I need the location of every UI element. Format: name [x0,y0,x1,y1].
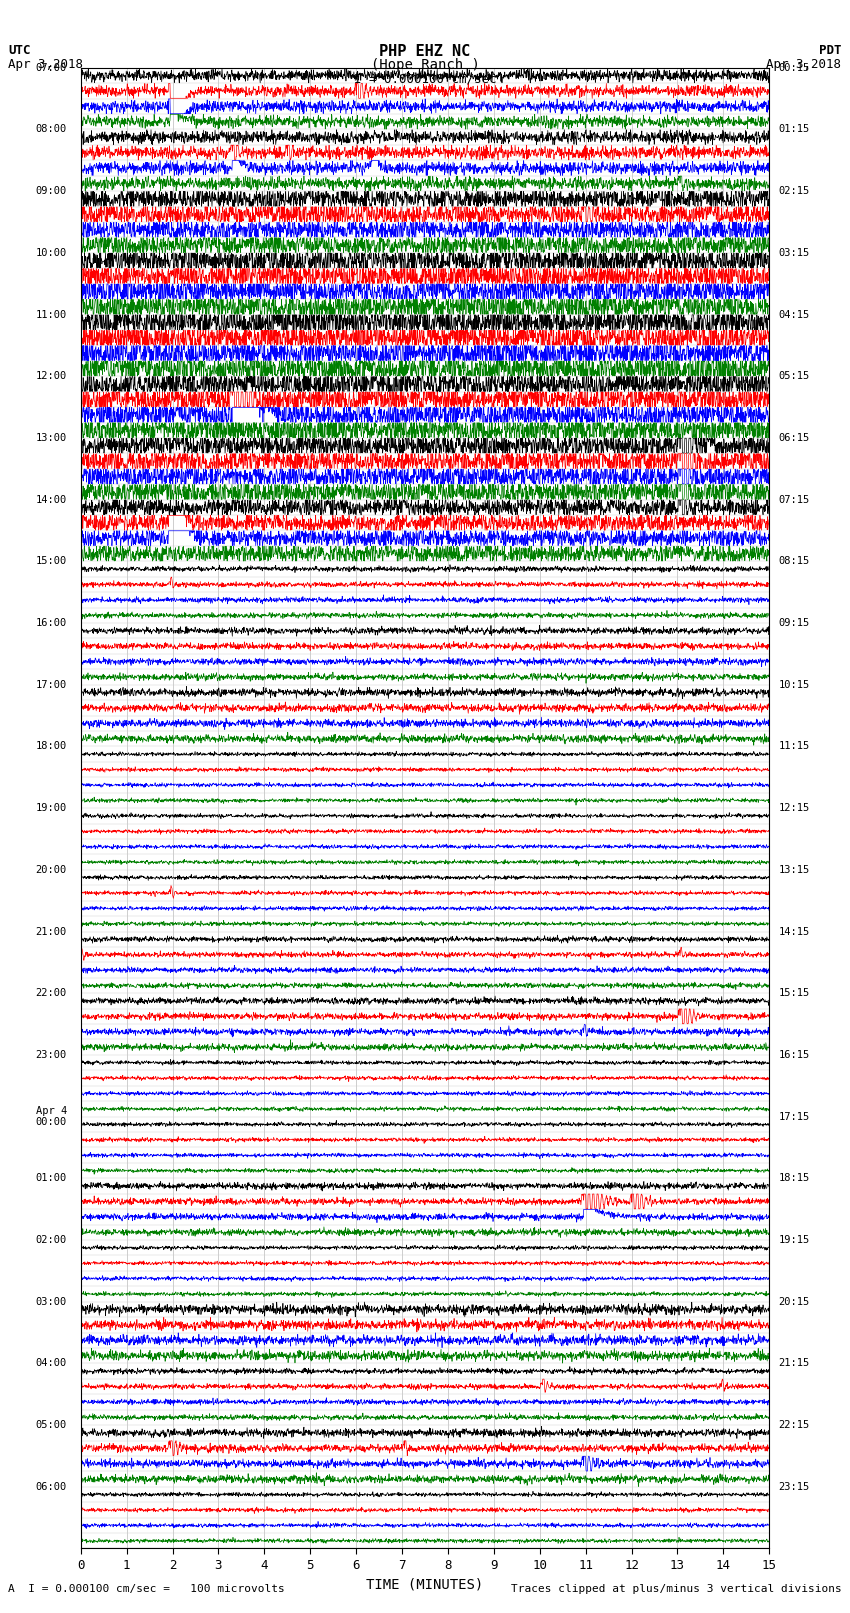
Text: 18:15: 18:15 [779,1173,810,1184]
Text: 16:00: 16:00 [36,618,67,627]
Text: 20:00: 20:00 [36,865,67,874]
Text: I = 0.000100 cm/sec: I = 0.000100 cm/sec [354,73,496,85]
Text: 02:15: 02:15 [779,185,810,197]
Text: 05:15: 05:15 [779,371,810,381]
Text: 19:15: 19:15 [779,1236,810,1245]
Text: 00:15: 00:15 [779,63,810,73]
Text: 11:15: 11:15 [779,742,810,752]
Text: 21:00: 21:00 [36,926,67,937]
Text: 06:00: 06:00 [36,1482,67,1492]
Text: 12:15: 12:15 [779,803,810,813]
Text: 09:15: 09:15 [779,618,810,627]
Text: 08:00: 08:00 [36,124,67,134]
Text: PDT: PDT [819,44,842,56]
Text: 21:15: 21:15 [779,1358,810,1368]
Text: 22:00: 22:00 [36,989,67,998]
X-axis label: TIME (MINUTES): TIME (MINUTES) [366,1578,484,1592]
Text: 04:15: 04:15 [779,310,810,319]
Text: 09:00: 09:00 [36,185,67,197]
Text: 20:15: 20:15 [779,1297,810,1307]
Text: 10:15: 10:15 [779,679,810,690]
Text: 08:15: 08:15 [779,556,810,566]
Text: 14:00: 14:00 [36,495,67,505]
Text: 15:15: 15:15 [779,989,810,998]
Text: 19:00: 19:00 [36,803,67,813]
Text: (Hope Ranch ): (Hope Ranch ) [371,58,479,73]
Text: 05:00: 05:00 [36,1419,67,1431]
Text: 14:15: 14:15 [779,926,810,937]
Text: 23:00: 23:00 [36,1050,67,1060]
Text: Apr 4
00:00: Apr 4 00:00 [36,1107,67,1127]
Text: Apr 3,2018: Apr 3,2018 [767,58,842,71]
Text: 01:15: 01:15 [779,124,810,134]
Text: 17:00: 17:00 [36,679,67,690]
Text: 22:15: 22:15 [779,1419,810,1431]
Text: 15:00: 15:00 [36,556,67,566]
Text: 11:00: 11:00 [36,310,67,319]
Text: 06:15: 06:15 [779,432,810,444]
Text: UTC: UTC [8,44,31,56]
Text: 04:00: 04:00 [36,1358,67,1368]
Text: Apr 3,2018: Apr 3,2018 [8,58,83,71]
Text: 17:15: 17:15 [779,1111,810,1121]
Text: 07:15: 07:15 [779,495,810,505]
Text: 01:00: 01:00 [36,1173,67,1184]
Text: 18:00: 18:00 [36,742,67,752]
Text: 10:00: 10:00 [36,248,67,258]
Text: 12:00: 12:00 [36,371,67,381]
Text: 13:00: 13:00 [36,432,67,444]
Text: 16:15: 16:15 [779,1050,810,1060]
Text: Traces clipped at plus/minus 3 vertical divisions: Traces clipped at plus/minus 3 vertical … [511,1584,842,1594]
Text: 02:00: 02:00 [36,1236,67,1245]
Text: 03:00: 03:00 [36,1297,67,1307]
Text: 07:00: 07:00 [36,63,67,73]
Text: A  I = 0.000100 cm/sec =   100 microvolts: A I = 0.000100 cm/sec = 100 microvolts [8,1584,286,1594]
Text: PHP EHZ NC: PHP EHZ NC [379,44,471,58]
Text: 03:15: 03:15 [779,248,810,258]
Text: 13:15: 13:15 [779,865,810,874]
Text: 23:15: 23:15 [779,1482,810,1492]
